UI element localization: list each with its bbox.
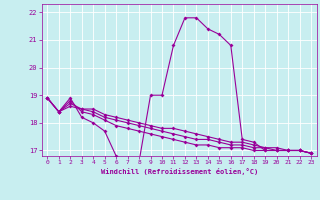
X-axis label: Windchill (Refroidissement éolien,°C): Windchill (Refroidissement éolien,°C): [100, 168, 258, 175]
